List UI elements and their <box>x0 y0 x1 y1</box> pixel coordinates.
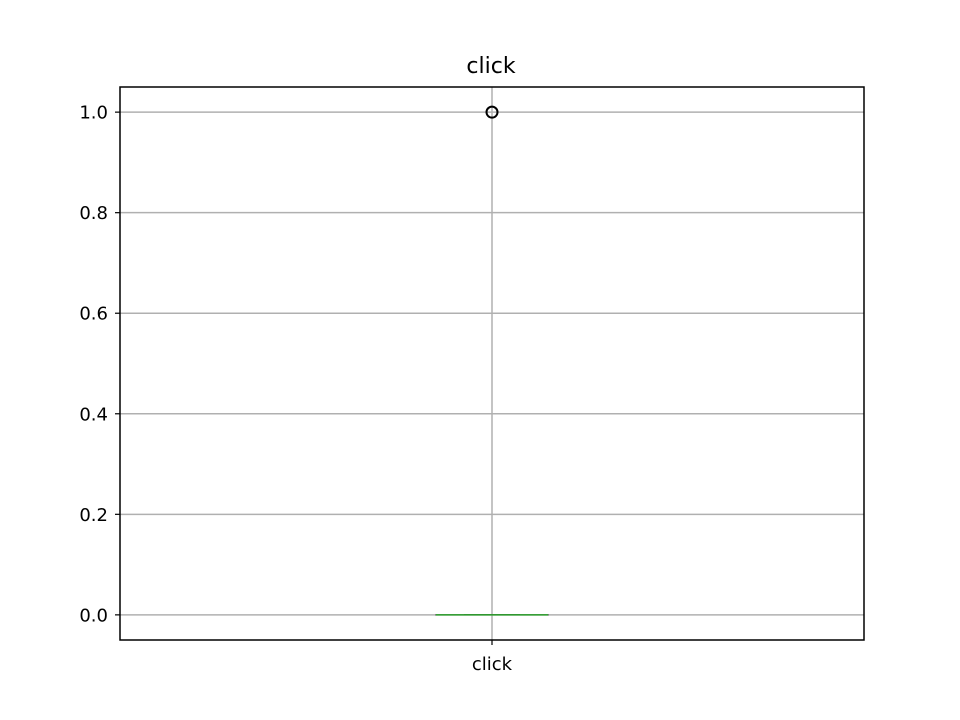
y-tick-label: 0.2 <box>79 505 108 526</box>
x-tick-label: click <box>472 654 513 675</box>
y-tick-label: 0.4 <box>79 404 108 425</box>
y-tick-label: 0.8 <box>79 203 108 224</box>
axis-ticks: 0.0 0.2 0.4 0.6 0.8 1.0 click <box>79 103 512 675</box>
y-tick-label: 0.0 <box>79 605 108 626</box>
box-plot-elements <box>435 105 549 616</box>
plot-area-frame <box>119 86 865 641</box>
y-tick-label: 1.0 <box>79 103 108 124</box>
grid-lines <box>120 87 864 640</box>
y-tick-label: 0.6 <box>79 304 108 325</box>
chart-title: click <box>466 54 515 79</box>
outlier-point <box>485 105 499 119</box>
